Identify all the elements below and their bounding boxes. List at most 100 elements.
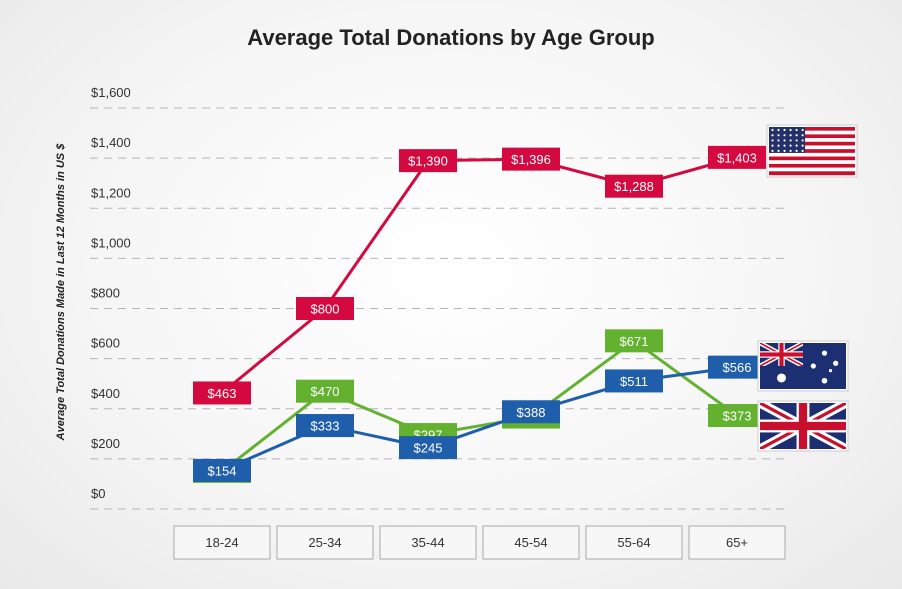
flag-stripe: [769, 130, 855, 135]
data-label-box: [502, 147, 560, 171]
flag-star: [801, 149, 804, 152]
flag-stripe: [769, 145, 855, 150]
data-label: $388: [517, 405, 546, 420]
flag-stripe: [769, 149, 855, 154]
flag-star: [810, 363, 816, 369]
data-label: $1,288: [614, 179, 654, 194]
flag-star: [795, 128, 798, 132]
flag-star: [789, 128, 792, 132]
flag-star: [828, 369, 833, 373]
x-tick-label: 18-24: [205, 535, 238, 550]
data-label: $1,390: [408, 154, 448, 169]
data-label-box: [296, 379, 354, 403]
flag-star: [783, 139, 786, 142]
data-label-box: [708, 404, 766, 428]
flag-star: [777, 134, 780, 137]
data-label-box: [399, 149, 457, 173]
y-tick-label: $1,200: [91, 185, 131, 200]
data-label-box: [605, 174, 663, 198]
flag-star: [801, 144, 804, 147]
flag-star: [821, 377, 828, 384]
data-label: $470: [311, 384, 340, 399]
series-line: [221, 339, 738, 473]
y-axis-ticks: $0 $200 $400 $600 $800 $1,000 $1,200 $1,400 $1,6…: [91, 85, 131, 501]
data-label: $1,403: [717, 150, 757, 165]
flag-stripe: [769, 160, 855, 165]
x-tick-label: 65+: [726, 535, 748, 550]
y-tick-label: $1,600: [91, 85, 131, 100]
flag-cross-red: [779, 343, 784, 366]
flag-star: [771, 139, 774, 142]
flag-stripe: [769, 156, 855, 161]
flag-stripe: [769, 141, 855, 146]
flag-stripe: [769, 171, 855, 176]
x-tick-label: 55-64: [617, 535, 650, 550]
flags: [757, 124, 858, 452]
flag-star: [795, 134, 798, 137]
data-label: $154: [208, 463, 237, 478]
category-box: [585, 525, 683, 560]
flag-star: [777, 149, 780, 152]
flag-star: [789, 139, 792, 142]
flag-star: [795, 139, 798, 142]
data-label-box: [708, 145, 766, 169]
flag-star: [833, 360, 839, 366]
y-tick-label: $600: [91, 336, 120, 351]
data-label: $373: [723, 409, 752, 424]
flag-star: [821, 350, 828, 356]
australia-flag: [757, 340, 849, 392]
y-tick-label: $0: [91, 486, 105, 501]
flag-star: [801, 139, 804, 142]
data-label-box: [296, 414, 354, 438]
flag-star: [783, 144, 786, 147]
data-label-box: [296, 297, 354, 320]
category-box: [173, 525, 271, 560]
category-box: [276, 525, 374, 560]
y-tick-label: $200: [91, 436, 120, 451]
flag-canton: [769, 127, 806, 153]
data-label-box: [605, 369, 663, 393]
data-label-box: [399, 436, 457, 460]
data-label: $333: [311, 419, 340, 434]
data-label: $511: [620, 374, 648, 389]
category-box: [379, 525, 477, 560]
y-tick-label: $1,400: [91, 135, 131, 150]
data-label-box: [502, 400, 560, 424]
data-labels: $463$800$1,390$1,396$1,288$1,403$150$470…: [193, 145, 766, 483]
flag-cross-red: [798, 403, 808, 449]
flag-star: [771, 128, 774, 132]
data-label-box: [708, 355, 766, 379]
flag-star: [777, 139, 780, 142]
y-tick-label: $1,000: [91, 235, 131, 250]
flag-star: [783, 149, 786, 152]
flag-star: [777, 373, 786, 383]
flag-star: [801, 128, 804, 132]
category-box: [482, 525, 580, 560]
flag-stripe: [769, 167, 855, 172]
category-box: [688, 525, 786, 560]
flag-star: [783, 134, 786, 137]
y-tick-label: $400: [91, 386, 120, 401]
flag-star: [789, 134, 792, 137]
flag-star: [801, 134, 804, 137]
flag-stripe: [769, 134, 855, 139]
x-tick-label: 25-34: [308, 535, 341, 550]
data-label-box: [193, 458, 251, 482]
data-label: $671: [620, 334, 649, 349]
x-axis-categories: 18-24 25-34 35-44 45-54 55-64 65+: [173, 525, 786, 560]
grid-lines: [90, 107, 785, 510]
data-label: $1,396: [511, 152, 551, 167]
flag-stripe: [769, 152, 855, 157]
flag-star: [771, 144, 774, 147]
data-label: $245: [414, 441, 443, 456]
data-label: $800: [311, 302, 340, 317]
flag-star: [777, 128, 780, 132]
flag-star: [771, 149, 774, 152]
y-tick-label: $800: [91, 286, 120, 301]
data-label-box: [193, 381, 251, 405]
flag-stripe: [769, 127, 855, 131]
flag-star: [789, 144, 792, 147]
chart-title: Average Total Donations by Age Group: [247, 25, 655, 50]
